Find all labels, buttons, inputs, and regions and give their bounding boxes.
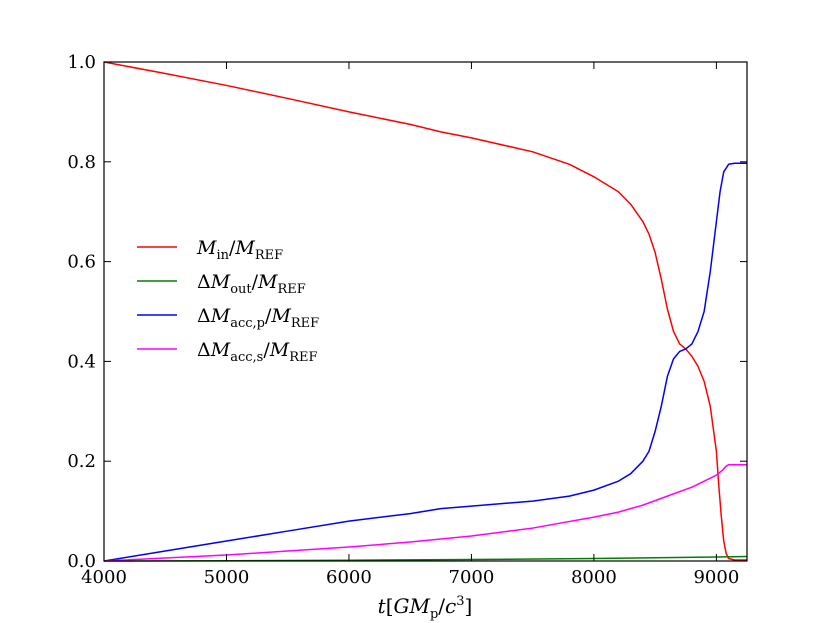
legend-part-sub2: REF <box>278 282 306 297</box>
legend-part-sub: in <box>216 248 229 263</box>
x-label-close: ] <box>465 594 473 618</box>
legend-part-M2: M <box>270 305 291 327</box>
series-line-dm_acc_p <box>103 162 747 562</box>
legend-label-dm_acc_p: ΔMacc,p/MREF <box>197 305 319 331</box>
legend-part-delta: Δ <box>197 339 211 361</box>
y-tick-label: 1.0 <box>67 52 96 73</box>
ticks-layer: 4000 5000 6000 7000 8000 9000 0.0 0.2 0.4 0.6 0.8 1… <box>67 52 747 588</box>
x-tick-label: 6000 <box>326 567 372 588</box>
x-tick-label: 9000 <box>693 567 739 588</box>
legend-part-slash: / <box>252 271 259 293</box>
plot-area <box>104 62 747 561</box>
legend-part-M: M <box>210 305 231 327</box>
x-label-g: G <box>394 594 410 618</box>
x-label-t: t <box>378 594 387 618</box>
legend: Min/MREFΔMout/MREFΔMacc,p/MREFΔMacc,s/MR… <box>137 237 319 365</box>
x-axis-label: t[GMp/c3] <box>378 594 473 622</box>
x-label-open: [ <box>386 594 394 618</box>
legend-part-M: M <box>210 339 231 361</box>
x-tick-label: 7000 <box>449 567 495 588</box>
legend-part-slash: / <box>263 339 270 361</box>
legend-label-dm_out: ΔMout/MREF <box>197 271 306 297</box>
x-label-m: M <box>408 594 430 618</box>
legend-part-M: M <box>210 271 231 293</box>
legend-part-sub: acc,s <box>230 350 263 365</box>
y-tick-label: 0.6 <box>67 252 96 273</box>
x-label-slash: / <box>438 594 445 618</box>
legend-label-m_in: Min/MREF <box>196 237 283 263</box>
legend-part-slash: / <box>229 237 236 259</box>
legend-part-M2: M <box>234 237 255 259</box>
legend-part-sub: acc,p <box>230 316 265 331</box>
x-tick-label: 4000 <box>81 567 127 588</box>
y-tick-label: 0.2 <box>67 451 96 472</box>
y-tick-label: 0.4 <box>67 351 96 372</box>
legend-part-delta: Δ <box>197 271 211 293</box>
legend-label-dm_acc_s: ΔMacc,s/MREF <box>197 339 318 365</box>
x-label-sub: p <box>430 607 438 622</box>
series-line-dm_acc_s <box>103 463 747 562</box>
x-label-sup: 3 <box>456 594 464 609</box>
series-line-m_in <box>103 61 747 561</box>
x-label-c: c <box>445 594 456 618</box>
plot-frame <box>103 61 748 562</box>
legend-part-sub2: REF <box>255 248 283 263</box>
y-tick-label: 0.0 <box>67 551 96 572</box>
legend-part-sub: out <box>230 282 252 297</box>
y-tick-label: 0.8 <box>67 152 96 173</box>
legend-part-delta: Δ <box>197 305 211 327</box>
legend-part-slash: / <box>265 305 272 327</box>
legend-part-M: M <box>196 237 217 259</box>
x-tick-label: 8000 <box>571 567 617 588</box>
legend-part-M2: M <box>269 339 290 361</box>
legend-part-sub2: REF <box>291 316 319 331</box>
legend-part-M2: M <box>257 271 278 293</box>
legend-part-sub2: REF <box>289 350 317 365</box>
x-tick-label: 5000 <box>204 567 250 588</box>
